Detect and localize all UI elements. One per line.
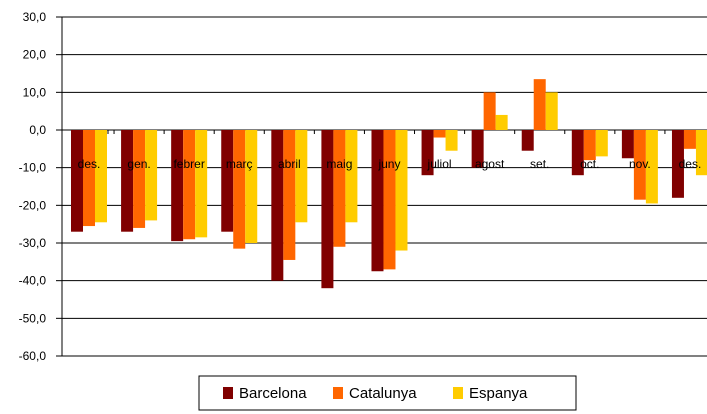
bar-espanya-8	[495, 114, 508, 130]
category-label: nov.	[629, 157, 651, 171]
bar-espanya-11	[645, 130, 658, 204]
bar-barcelona-6	[371, 130, 384, 272]
y-tick-label: -40,0	[19, 274, 47, 288]
bar-barcelona-4	[271, 130, 284, 281]
bar-espanya-0	[95, 130, 107, 223]
legend-swatch-espanya	[453, 387, 463, 399]
legend-label-barcelona: Barcelona	[239, 385, 307, 402]
category-label: febrer	[173, 157, 204, 171]
y-tick-label: 20,0	[23, 48, 47, 62]
bar-catalunya-10	[583, 130, 596, 161]
bar-barcelona-7	[421, 130, 434, 176]
bar-espanya-1	[145, 130, 158, 221]
category-label: des.	[78, 157, 101, 171]
bar-espanya-2	[195, 130, 208, 238]
bar-barcelona-8	[471, 130, 484, 168]
category-label: juny	[377, 157, 400, 171]
category-label: maig	[326, 157, 352, 171]
y-tick-label: -60,0	[19, 349, 47, 363]
y-axis: 30,0 20,0 10,0 0,0 -10,0 -20,0 -30,0 -40,0 -50,0…	[19, 10, 666, 363]
bar-espanya-10	[595, 130, 608, 157]
category-label: agost	[475, 157, 505, 171]
bar-barcelona-0	[71, 130, 83, 232]
legend-swatch-barcelona	[223, 387, 233, 399]
y-tick-label: 10,0	[23, 85, 47, 99]
category-label: set.	[530, 157, 549, 171]
bars	[71, 79, 707, 289]
bar-espanya-4	[295, 130, 308, 223]
bar-espanya-3	[245, 130, 258, 243]
bar-barcelona-5	[321, 130, 334, 289]
bar-espanya-6	[395, 130, 408, 251]
y-tick-label: -50,0	[19, 311, 47, 325]
category-label: març	[226, 157, 253, 171]
bar-espanya-7	[445, 130, 458, 151]
category-label: juliol	[427, 157, 452, 171]
bar-barcelona-2	[171, 130, 184, 242]
category-label: oct.	[580, 157, 599, 171]
bar-espanya-9	[545, 92, 558, 130]
bar-barcelona-10	[571, 130, 584, 176]
bar-barcelona-12	[671, 130, 684, 198]
y-tick-label: -20,0	[19, 198, 47, 212]
y-tick-label: -30,0	[19, 236, 47, 250]
bar-catalunya-7	[433, 130, 446, 138]
category-label: abril	[278, 157, 301, 171]
bar-catalunya-2	[183, 130, 196, 240]
category-labels: des. gen. febrer març abril maig juny juliol ago…	[78, 157, 702, 171]
category-label: gen.	[127, 157, 150, 171]
bar-catalunya-11	[633, 130, 646, 200]
bar-catalunya-4	[283, 130, 296, 260]
legend-swatch-catalunya	[333, 387, 343, 399]
bar-barcelona-3	[221, 130, 234, 232]
bar-barcelona-1	[121, 130, 134, 232]
bar-catalunya-0	[83, 130, 95, 227]
bar-espanya-12	[695, 130, 707, 176]
bar-barcelona-11	[621, 130, 634, 159]
category-label: des.	[679, 157, 702, 171]
legend: Barcelona Catalunya Espanya	[198, 375, 577, 411]
bar-catalunya-3	[233, 130, 246, 249]
y-tick-label: 0,0	[29, 123, 46, 137]
y-tick-label: 30,0	[23, 10, 47, 24]
bar-catalunya-9	[533, 79, 546, 130]
bar-catalunya-8	[483, 92, 496, 130]
y-tick-label: -10,0	[19, 161, 47, 175]
bar-catalunya-1	[133, 130, 146, 228]
bar-catalunya-12	[683, 130, 696, 149]
legend-box	[198, 375, 577, 411]
legend-label-catalunya: Catalunya	[349, 385, 417, 402]
bar-barcelona-9	[521, 130, 534, 151]
legend-label-espanya: Espanya	[469, 385, 528, 402]
bar-catalunya-6	[383, 130, 396, 270]
bar-catalunya-5	[333, 130, 346, 247]
bar-espanya-5	[345, 130, 358, 223]
